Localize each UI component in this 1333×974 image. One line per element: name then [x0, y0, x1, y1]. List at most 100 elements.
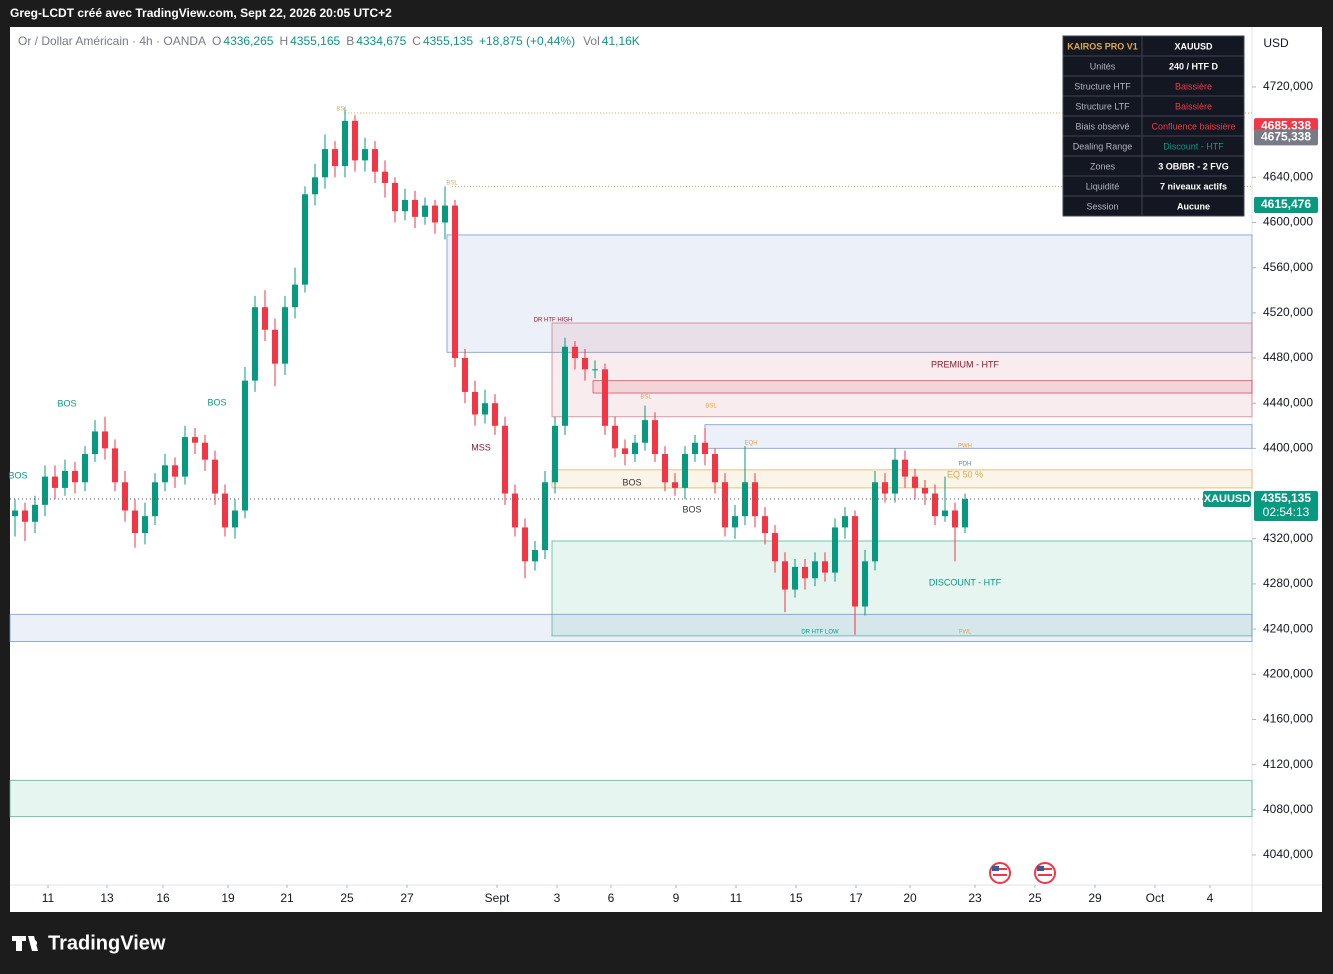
candle-body — [812, 561, 818, 579]
price-label: 4615,476 — [1261, 197, 1311, 211]
annotation: BOS — [8, 470, 27, 480]
x-tick-label: 9 — [673, 891, 680, 905]
x-tick-label: Oct — [1146, 891, 1165, 905]
candle-body — [392, 182, 398, 212]
legend-key: O — [212, 34, 221, 48]
legend-key: Vol — [583, 34, 600, 48]
y-tick-label: 4120,000 — [1263, 757, 1313, 771]
candle-body — [272, 329, 278, 364]
candle-body — [242, 380, 248, 511]
candle-body — [742, 482, 748, 517]
zone — [551, 322, 1253, 418]
candle-body — [172, 465, 178, 477]
candle-body — [302, 194, 308, 285]
candle-body — [722, 482, 728, 528]
y-tick-label: 4600,000 — [1263, 215, 1313, 229]
candle-body — [502, 425, 508, 494]
price-label-bg — [1254, 491, 1318, 522]
candle-body — [142, 516, 148, 534]
y-tick-label: 4480,000 — [1263, 350, 1313, 364]
zone — [704, 424, 1253, 449]
price-label-bg — [1254, 197, 1318, 214]
table-key: Dealing Range — [1073, 141, 1133, 151]
flag-stripe — [1038, 874, 1052, 876]
annotation: PDH — [959, 462, 972, 468]
x-tick-label: 15 — [789, 891, 803, 905]
candle-body — [442, 205, 448, 223]
candle-body — [482, 403, 488, 415]
x-tick-label: Sept — [485, 891, 510, 905]
table-value: Aucune — [1177, 201, 1210, 211]
candle-body — [672, 482, 678, 488]
annotation: EQ 50 % — [947, 469, 983, 479]
candle-body — [352, 120, 358, 161]
legend-value: 41,16K — [602, 34, 640, 48]
y-tick-label: 4640,000 — [1263, 169, 1313, 183]
candle-body — [72, 470, 78, 483]
zone — [9, 613, 1253, 643]
zone — [9, 779, 1253, 818]
legend-value: 4334,675 — [356, 34, 406, 48]
annotation: DR HTF LOW — [801, 630, 839, 636]
candle-body — [872, 482, 878, 562]
candle-body — [102, 431, 108, 449]
candle-body — [952, 510, 958, 528]
table-key: Unités — [1090, 61, 1116, 71]
candle-body — [652, 420, 658, 455]
candle-body — [92, 431, 98, 455]
candle-body — [82, 454, 88, 483]
candle-body — [912, 476, 918, 488]
x-tick-label: 23 — [968, 891, 982, 905]
candle-body — [412, 199, 418, 217]
candle-body — [282, 307, 288, 364]
y-tick-label: 4080,000 — [1263, 802, 1313, 816]
x-tick-label: 25 — [340, 891, 354, 905]
candle-body — [122, 482, 128, 511]
flag-stripe — [993, 868, 1007, 870]
candle-body — [602, 369, 608, 426]
table-key: Biais observé — [1075, 121, 1129, 131]
annotation: BSL — [446, 181, 458, 187]
annotation: BOS — [207, 397, 226, 407]
y-tick-label: 4440,000 — [1263, 395, 1313, 409]
zone — [592, 380, 1253, 394]
table-key: Zones — [1090, 161, 1116, 171]
candle-body — [432, 205, 438, 223]
candle-body — [932, 493, 938, 517]
candle-body — [832, 527, 838, 573]
candle-body — [52, 476, 58, 488]
candle-body — [492, 403, 498, 426]
y-tick-label: 4320,000 — [1263, 531, 1313, 545]
candle-body — [422, 205, 428, 217]
candle-body — [612, 425, 618, 449]
candle-body — [332, 149, 338, 167]
annotation: BOS — [622, 477, 641, 487]
table-value: 240 / HTF D — [1169, 61, 1219, 71]
candle-body — [622, 448, 628, 455]
candle-body — [542, 482, 548, 551]
candle-body — [112, 448, 118, 483]
x-tick-label: 29 — [1088, 891, 1102, 905]
y-tick-label: 4400,000 — [1263, 441, 1313, 455]
info-table-bg — [1062, 35, 1245, 217]
candle-body — [222, 493, 228, 528]
y-tick-label: 4720,000 — [1263, 79, 1313, 93]
annotation: EQH — [744, 441, 757, 447]
price-label: 4685,338 — [1261, 118, 1311, 132]
legend-value: 4336,265 — [223, 34, 273, 48]
candle-body — [682, 454, 688, 488]
y-tick-label: 4240,000 — [1263, 621, 1313, 635]
zone — [551, 540, 1253, 637]
candle-body — [762, 516, 768, 534]
legend-key: B — [346, 34, 354, 48]
x-tick-label: 19 — [221, 891, 235, 905]
x-tick-label: 21 — [280, 891, 294, 905]
y-tick-label: 4200,000 — [1263, 666, 1313, 680]
x-tick-label: 16 — [156, 891, 170, 905]
candle-body — [62, 470, 68, 488]
candle-body — [232, 510, 238, 528]
table-key: KAIROS PRO V1 — [1067, 41, 1138, 51]
table-value: 3 OB/BR - 2 FVG — [1158, 161, 1229, 171]
